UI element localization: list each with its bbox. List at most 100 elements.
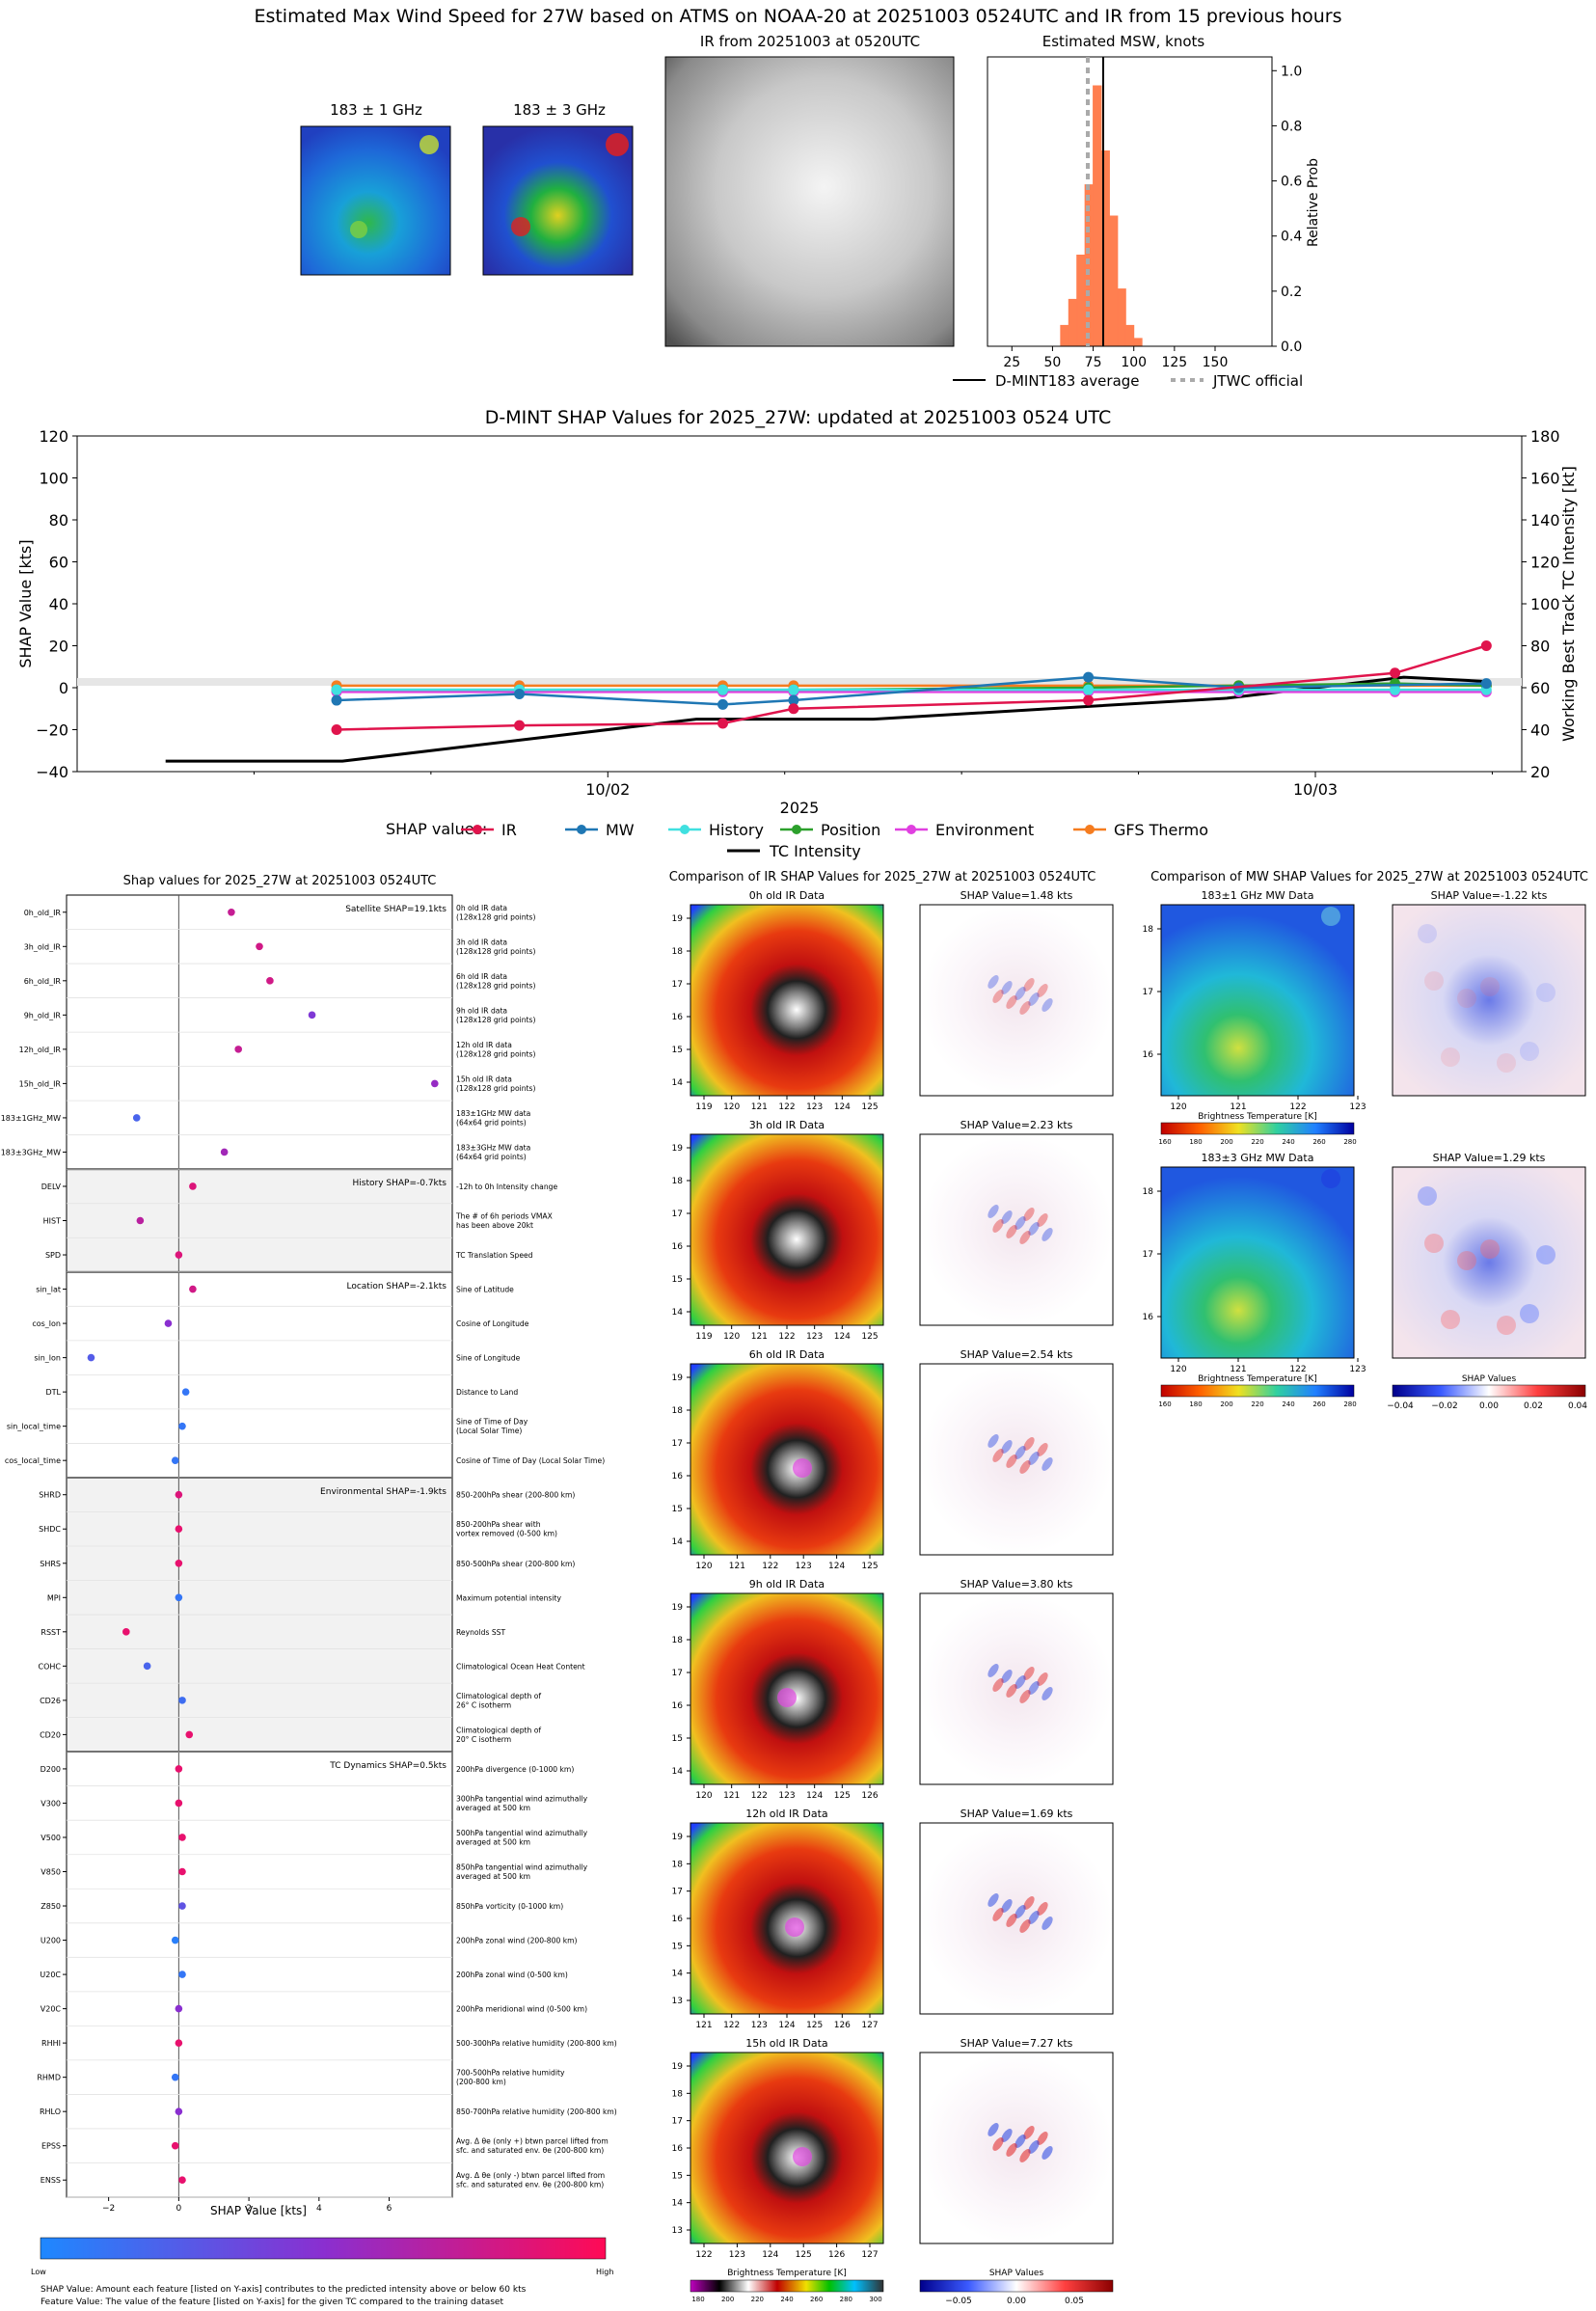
timeline-series [165,640,1492,763]
ir-shap-blob [1041,998,1053,1012]
ir-bt-tick-label: 280 [840,2296,852,2303]
ir-ytick-label: 18 [672,1860,684,1869]
mw-bt-label: Brightness Temperature [K] [1198,1112,1317,1122]
ir-ytick-label: 14 [672,1308,684,1318]
shap-point [181,1388,190,1396]
ir-data-image [690,1822,884,2015]
ir-bt-colorbar [690,2279,884,2293]
ir-shap-colorbar [919,2279,1114,2293]
shap-feature-label: CD26 [40,1697,61,1705]
shap-feature-label: 183±3GHz_MW [1,1148,61,1156]
mw-data-image [1160,1166,1355,1359]
legend-label-tc-intensity: TC Intensity [769,842,861,860]
shap-group-label: History SHAP=-0.7kts [353,1179,447,1188]
shap-point [178,1902,186,1910]
shap-feature-label: 6h_old_IR [24,977,62,986]
mw-shap-blob [1536,983,1555,1002]
ir-shap-blob [1023,2126,1035,2139]
shap-xtick-label: 6 [387,2204,392,2214]
ir-shap-blob [1041,1457,1053,1471]
ir-ytick-label: 14 [672,1767,684,1777]
msw-ytick-label: 0.0 [1281,340,1302,355]
ir-bt-tick-label: 180 [691,2296,704,2303]
shap-feature-label: 0h_old_IR [24,909,62,917]
ir-shap-blob [987,1434,999,1448]
shap-feature-description: 850-500hPa shear (200-800 km) [456,1560,575,1568]
mw-bt-tick-label: 180 [1189,1400,1202,1408]
mw3-hot-spot-2 [511,217,530,236]
ir-xtick-label: 121 [751,1332,768,1342]
shap-feature-description: 200hPa zonal wind (0-500 km) [456,1971,568,1979]
ir-shap-title: SHAP Value=3.80 kts [960,1578,1073,1591]
ir-ytick-label: 17 [672,1439,683,1449]
ir-shap-blob [1028,1452,1040,1465]
ir-shap-title: SHAP Value=1.69 kts [960,1808,1073,1820]
ir-comparison: 0h old IR Data 19 18 17 16 15 14 119 120 121 122 12… [672,889,1114,2306]
ir-ytick-label: 18 [672,1177,684,1186]
ir-shap-blob [1041,2146,1053,2160]
ir-ytick-label: 16 [672,1013,684,1022]
ir-ytick-label: 15 [672,2171,683,2181]
mw3-title: 183 ± 3 GHz [513,101,606,119]
series-point-ir [788,703,799,715]
shap-feature-label: RHMD [37,2074,61,2082]
ir-shap-blob [1019,1690,1031,1703]
ir-ytick-label: 14 [672,2199,684,2209]
ir-ytick-label: 13 [672,1997,683,2006]
ir-ytick-label: 16 [672,1242,684,1252]
shap-feature-label: V500 [41,1834,61,1842]
ir-ytick-label: 15 [672,1275,683,1285]
mw-xtick-label: 122 [1289,1102,1306,1112]
ir-xtick-label: 121 [695,2021,712,2030]
shap-feature-label: 12h_old_IR [19,1046,62,1054]
ir-shap-blob [1028,1911,1040,1924]
shap-feature-label: 183±1GHz_MW [1,1114,61,1123]
series-point-mw [514,689,526,700]
footnote-1: SHAP Value: Amount each feature [listed … [41,2285,527,2295]
shap-feature-description: Maximum potential intensity [456,1593,561,1602]
legend-label-history: History [709,821,764,839]
ir-shap-blob [992,1678,1004,1692]
mw-bt-tick-label: 220 [1251,1138,1263,1146]
cbar-high-label: High [596,2268,613,2276]
shap-point [87,1353,95,1362]
series-point-mw [788,694,799,706]
shap-point [164,1319,173,1327]
shap-point [175,2039,183,2047]
legend-dmint-label: D-MINT183 average [995,372,1140,390]
tl-ytick-left-label: 80 [49,511,68,530]
series-point-ir [1480,640,1492,651]
shap-feature-description: 15h old IR data (128x128 grid points) [456,1074,535,1093]
mw-shap-blob [1457,989,1476,1008]
ir-shap-blob [1037,1902,1048,1916]
ir-bt-tick-label: 240 [780,2296,793,2303]
shap-rows: 0h_old_IR 0h old IR data (128x128 grid poi… [1,904,617,2198]
mw-shap-title: SHAP Value=-1.22 kts [1431,889,1548,902]
ir-shap-blob [1019,1231,1031,1244]
ir-ytick-label: 15 [672,1734,683,1744]
main-title: Estimated Max Wind Speed for 27W based o… [254,6,1342,27]
msw-histogram [1060,85,1143,347]
legend-label-mw: MW [606,821,635,839]
tl-ytick-right-label: 140 [1530,511,1560,530]
shap-feature-label: HIST [43,1217,61,1226]
ir-shap-title: SHAP Value=1.48 kts [960,889,1073,902]
shap-point [256,942,263,951]
legend-label-position: Position [821,821,880,839]
ir-xtick-label: 125 [796,2250,812,2260]
mw-bt-tick-label: 180 [1189,1138,1202,1146]
top-figures: 25 50 75 100 125 150 0.0 0.2 0.4 0.6 0.8 1.0 Relat… [300,56,1321,390]
shap-feature-description: 850hPa tangential wind azimuthally averag… [456,1863,588,1882]
shap-point [228,908,235,916]
ir-ytick-label: 16 [672,1701,684,1711]
mw-shap-blob [1424,1234,1444,1253]
ir-shap-title: SHAP Value=2.54 kts [960,1348,1073,1361]
series-point-ir [1390,667,1401,679]
msw-bar-8 [1124,324,1135,347]
mw1-title: 183 ± 1 GHz [330,101,422,119]
timeline-legend: SHAP values: IR MW History Position Environme… [386,820,1208,860]
msw-bar-7 [1117,288,1126,347]
ir-eye-marker [785,1917,804,1937]
mw-xtick-label: 122 [1289,1365,1306,1374]
ir-xtick-label: 126 [828,2250,845,2260]
